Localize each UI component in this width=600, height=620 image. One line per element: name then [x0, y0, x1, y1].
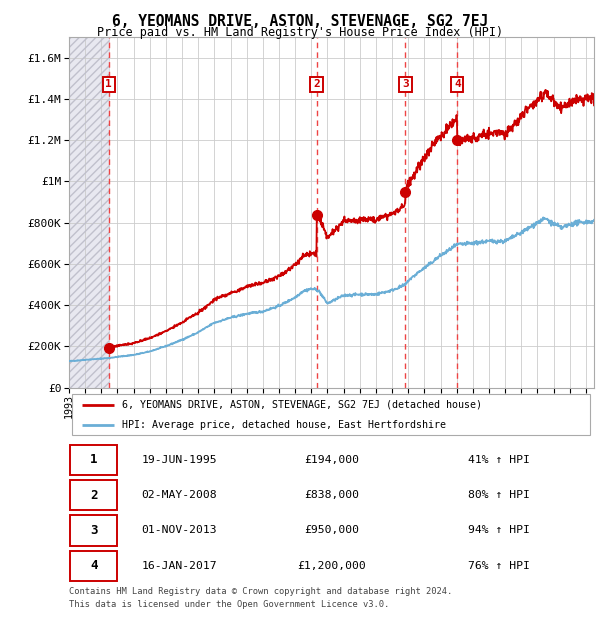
- Text: 6, YEOMANS DRIVE, ASTON, STEVENAGE, SG2 7EJ (detached house): 6, YEOMANS DRIVE, ASTON, STEVENAGE, SG2 …: [121, 400, 482, 410]
- Text: 76% ↑ HPI: 76% ↑ HPI: [468, 560, 530, 571]
- Text: 3: 3: [402, 79, 409, 89]
- Text: 6, YEOMANS DRIVE, ASTON, STEVENAGE, SG2 7EJ: 6, YEOMANS DRIVE, ASTON, STEVENAGE, SG2 …: [112, 14, 488, 29]
- FancyBboxPatch shape: [70, 515, 118, 546]
- Text: 01-NOV-2013: 01-NOV-2013: [142, 525, 217, 536]
- Text: 19-JUN-1995: 19-JUN-1995: [142, 454, 217, 465]
- Text: £194,000: £194,000: [304, 454, 359, 465]
- Text: 2: 2: [90, 489, 97, 502]
- Text: 16-JAN-2017: 16-JAN-2017: [142, 560, 217, 571]
- Text: 1: 1: [90, 453, 97, 466]
- Bar: [69, 37, 109, 387]
- FancyBboxPatch shape: [71, 394, 590, 435]
- Text: This data is licensed under the Open Government Licence v3.0.: This data is licensed under the Open Gov…: [69, 600, 389, 609]
- Text: 41% ↑ HPI: 41% ↑ HPI: [468, 454, 530, 465]
- Text: 4: 4: [90, 559, 97, 572]
- Text: 94% ↑ HPI: 94% ↑ HPI: [468, 525, 530, 536]
- Text: 80% ↑ HPI: 80% ↑ HPI: [468, 490, 530, 500]
- FancyBboxPatch shape: [70, 480, 118, 510]
- FancyBboxPatch shape: [70, 445, 118, 475]
- Text: Price paid vs. HM Land Registry's House Price Index (HPI): Price paid vs. HM Land Registry's House …: [97, 26, 503, 39]
- Text: 4: 4: [454, 79, 461, 89]
- Text: £838,000: £838,000: [304, 490, 359, 500]
- Text: Contains HM Land Registry data © Crown copyright and database right 2024.: Contains HM Land Registry data © Crown c…: [69, 587, 452, 596]
- Text: £950,000: £950,000: [304, 525, 359, 536]
- Text: 2: 2: [313, 79, 320, 89]
- Text: £1,200,000: £1,200,000: [297, 560, 366, 571]
- FancyBboxPatch shape: [70, 551, 118, 581]
- Bar: [69, 37, 109, 387]
- Text: 02-MAY-2008: 02-MAY-2008: [142, 490, 217, 500]
- Text: HPI: Average price, detached house, East Hertfordshire: HPI: Average price, detached house, East…: [121, 420, 445, 430]
- Text: 3: 3: [90, 524, 97, 537]
- Text: 1: 1: [106, 79, 112, 89]
